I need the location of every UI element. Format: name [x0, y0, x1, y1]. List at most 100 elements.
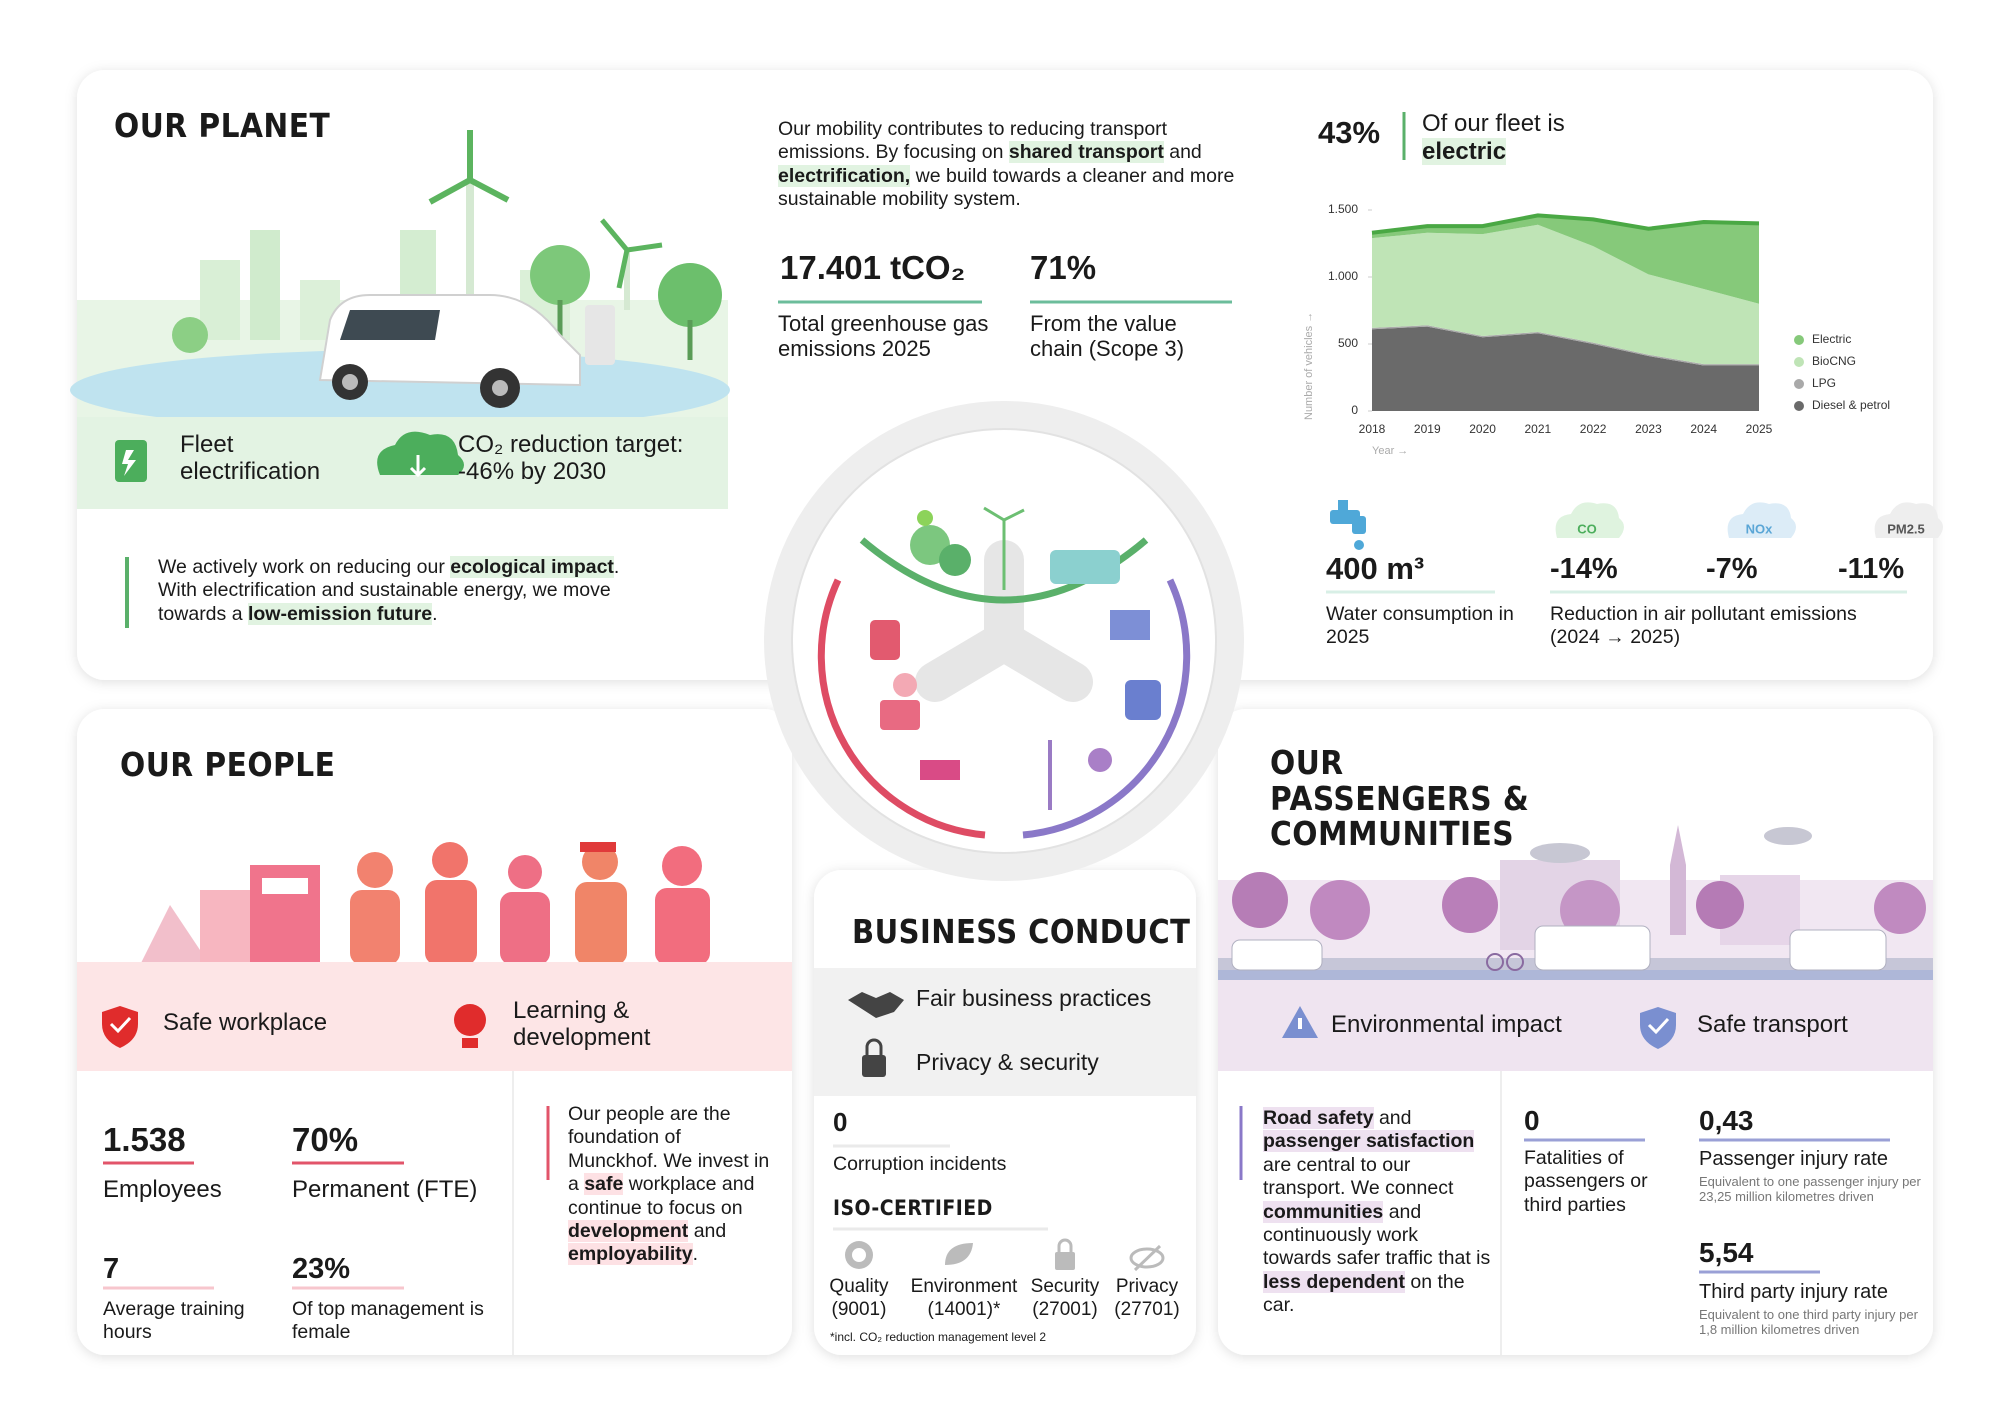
highlight: development	[568, 1219, 689, 1242]
stat-label: Water consumption in 2025	[1326, 603, 1514, 649]
stat-value: 23%	[292, 1253, 351, 1285]
cert-code: (14001)*	[927, 1298, 1001, 1320]
legend-swatch	[1794, 357, 1804, 367]
cert-name: Privacy	[1115, 1276, 1179, 1297]
cert-code: (9001)	[831, 1298, 887, 1320]
pollutant-name: CO	[1577, 521, 1597, 536]
y-tick-label: 500	[1338, 336, 1358, 350]
area-edge	[1371, 213, 1760, 235]
stat-label: Passenger injury rate	[1699, 1148, 1888, 1170]
stat-value: 400 m³	[1326, 551, 1425, 586]
x-tick-label: 2022	[1580, 422, 1607, 436]
stat-value: 0	[833, 1107, 848, 1137]
highlight: shared transport	[1008, 141, 1164, 164]
highlight: Road safety	[1263, 1107, 1374, 1129]
highlight: low-emission future	[247, 602, 433, 625]
cert-code: (27701)	[1114, 1298, 1180, 1320]
x-tick-label: 2020	[1469, 422, 1496, 436]
certificate: Quality (9001)	[804, 1276, 914, 1322]
pollutant-name: PM2.5	[1887, 521, 1925, 536]
section-title: OUR PASSENGERS & COMMUNITIES	[1270, 743, 1530, 854]
business-feature-icons	[848, 992, 904, 1077]
section-title: OUR PLANET	[114, 106, 331, 145]
text: are central to our transport. We connect	[1263, 1153, 1454, 1200]
section-title: OUR PEOPLE	[120, 745, 336, 784]
feature-label: Learning & development	[513, 997, 651, 1051]
x-tick-label: 2019	[1414, 422, 1441, 436]
cert-name: Security	[1030, 1276, 1100, 1297]
x-axis-label: Year →	[1372, 445, 1408, 457]
feature-label: Fleet electrification	[180, 431, 321, 485]
stat-value: -7%	[1706, 553, 1758, 585]
area	[1372, 224, 1759, 365]
highlight: safe	[584, 1173, 624, 1196]
stat-value: 0,43	[1699, 1105, 1754, 1136]
y-tick-label: 1.500	[1328, 202, 1358, 216]
feature-label: Environmental impact	[1331, 1011, 1562, 1038]
legend-label: Diesel & petrol	[1812, 398, 1890, 412]
y-axis-label: Number of vehicles →	[1303, 312, 1315, 420]
stat-value: 70%	[292, 1121, 359, 1158]
stat-label: From the value chain (Scope 3)	[1030, 311, 1185, 362]
statement: We actively work on reducing our ecologi…	[158, 556, 658, 626]
pollutant-name: NOx	[1746, 521, 1774, 536]
area	[1372, 215, 1759, 304]
text: Of our fleet is	[1422, 110, 1565, 137]
text: and	[688, 1219, 727, 1242]
feature-label: Safe workplace	[163, 1009, 328, 1036]
y-tick-label: 0	[1351, 403, 1358, 417]
card-planet	[77, 70, 1933, 680]
text: we build towards a cleaner and more sust…	[778, 164, 1235, 211]
text: Our people are the foundation of Munckho…	[568, 1103, 770, 1196]
x-tick-label: 2021	[1525, 422, 1552, 436]
section-title: BUSINESS CONDUCT	[852, 912, 1191, 951]
highlight: employability	[568, 1243, 693, 1266]
stat-value: 5,54	[1699, 1237, 1754, 1268]
cloud	[1874, 502, 1943, 538]
footnote: *incl. CO₂ reduction management level 2	[830, 1330, 1047, 1344]
stat-label: Permanent (FTE)	[292, 1176, 478, 1203]
iso-title: ISO-CERTIFIED	[833, 1196, 993, 1220]
certificate: Privacy (27701)	[1092, 1276, 1202, 1322]
stat-value: 0	[1524, 1105, 1540, 1136]
highlight: less dependent	[1263, 1270, 1405, 1293]
text: We actively work on reducing our	[158, 556, 451, 578]
stat-value: 71%	[1030, 249, 1097, 286]
stat-value: -14%	[1550, 553, 1618, 585]
feature-label: CO₂ reduction target: -46% by 2030	[458, 431, 684, 485]
feature-label: Privacy & security	[916, 1049, 1099, 1075]
cloud	[1555, 502, 1624, 538]
stat-label: Reduction in air pollutant emissions (20…	[1550, 603, 1857, 649]
x-tick-label: 2023	[1635, 422, 1662, 436]
stat-label: Fatalities of passengers or third partie…	[1524, 1147, 1648, 1216]
legend-label: Electric	[1812, 332, 1851, 346]
pollutant-icons: CO NOx PM2.5	[1555, 502, 1943, 538]
x-tick-label: 2024	[1690, 422, 1717, 436]
x-tick-label: 2025	[1746, 422, 1773, 436]
feature-label: Fair business practices	[916, 985, 1152, 1011]
area	[1372, 326, 1759, 411]
cert-name: Environment	[910, 1276, 1018, 1297]
text: on the car.	[1263, 1270, 1465, 1317]
planet-feature-icons	[115, 431, 464, 482]
text: .	[692, 1243, 699, 1266]
stat-value: 7	[103, 1253, 120, 1285]
highlight: passenger satisfaction	[1263, 1130, 1475, 1153]
water-icon	[1330, 500, 1366, 550]
stat-label: Of our fleet is electric	[1422, 110, 1572, 165]
highlight: communities	[1263, 1200, 1384, 1223]
hub-arc-passengers	[1022, 578, 1191, 839]
passengers-illustration	[1218, 825, 1933, 980]
x-tick-label: 2018	[1359, 422, 1386, 436]
hub-illustration	[870, 506, 1161, 810]
statement: Our people are the foundation of Munckho…	[568, 1103, 773, 1267]
text: .	[432, 602, 438, 625]
people-feature-icons	[102, 1004, 486, 1048]
text: and	[1373, 1107, 1412, 1129]
stat-label: Employees	[103, 1176, 222, 1203]
stat-note: Equivalent to one passenger injury per 2…	[1699, 1174, 1921, 1204]
stat-value: -11%	[1838, 553, 1905, 585]
